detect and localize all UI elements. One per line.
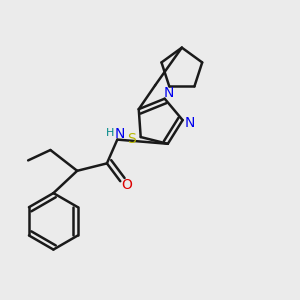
Text: O: O — [122, 178, 132, 192]
Text: N: N — [115, 127, 125, 141]
Text: S: S — [128, 131, 136, 146]
Text: N: N — [164, 86, 174, 100]
Text: H: H — [106, 128, 114, 138]
Text: N: N — [185, 116, 195, 130]
